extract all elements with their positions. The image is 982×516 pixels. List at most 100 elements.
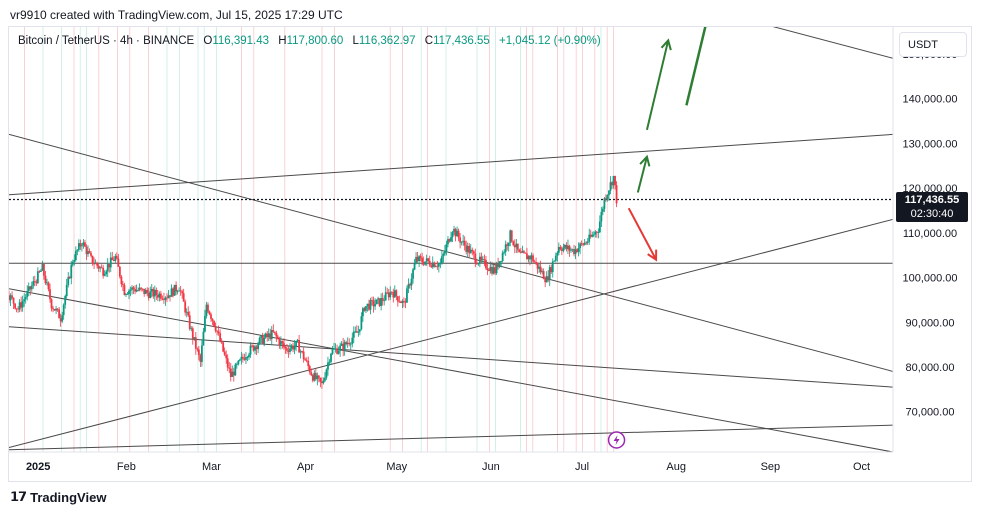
candle-body: [434, 266, 437, 268]
candle-body: [204, 316, 206, 332]
candle-body: [348, 342, 351, 345]
candle-body: [14, 303, 16, 309]
brand[interactable]: 𝟭𝟳 TradingView: [10, 489, 106, 505]
candle-body: [220, 341, 223, 343]
candle-body: [597, 232, 600, 233]
candle-body: [46, 282, 48, 284]
candle-body: [601, 208, 604, 212]
candle-body: [539, 266, 542, 273]
candle-body: [389, 291, 392, 298]
candle-body: [182, 293, 185, 302]
candle-body: [521, 251, 524, 253]
candle-body: [41, 264, 44, 271]
candle-body: [210, 314, 212, 319]
candle-body: [533, 261, 536, 263]
candle-body: [469, 249, 472, 254]
candle-body: [278, 338, 281, 345]
candle-body: [26, 290, 29, 298]
candle-body: [44, 275, 47, 284]
candle-body: [349, 343, 352, 345]
candle-body: [263, 337, 266, 344]
candle-body: [138, 287, 141, 291]
lightning-bolt-glyph: [613, 435, 620, 445]
candle-body: [340, 343, 343, 346]
candle-body: [472, 251, 475, 254]
candle-body: [313, 372, 316, 381]
candle-body: [260, 335, 263, 338]
candle-body: [495, 263, 498, 274]
candle-body: [237, 360, 240, 365]
trend-line: [9, 326, 893, 388]
candle-body: [491, 266, 493, 274]
candle-body: [488, 269, 490, 271]
candle-body: [401, 300, 404, 304]
candle-body: [179, 290, 182, 292]
green-arrow-head: [639, 154, 651, 167]
candle-body: [246, 357, 249, 358]
candle-body: [114, 256, 117, 261]
y-tick-label: 70,000.00: [906, 407, 955, 419]
candle-body: [36, 271, 39, 284]
candle-body: [550, 267, 553, 273]
candle-body: [325, 369, 328, 378]
open-label: O: [203, 35, 213, 47]
candle-body: [603, 198, 606, 209]
low-label: L: [352, 35, 359, 47]
candle-body: [611, 182, 613, 186]
candle-body: [345, 342, 348, 345]
candle-body: [466, 245, 469, 252]
candle-body: [23, 299, 26, 302]
candle-body: [320, 381, 323, 384]
candle-body: [87, 251, 89, 255]
candle-body: [85, 246, 88, 255]
candle-body: [559, 247, 562, 250]
low-value: 116,362.97: [358, 35, 416, 47]
candle-body: [257, 344, 259, 350]
candle-body: [311, 375, 314, 381]
candle-body: [538, 266, 540, 269]
candle-body: [56, 308, 59, 310]
candle-body: [381, 298, 384, 301]
candle-body: [336, 348, 338, 354]
candle-body: [155, 289, 158, 295]
candle-body: [243, 358, 246, 360]
trend-line: [9, 288, 893, 452]
candle-body: [258, 337, 261, 345]
candle-body: [261, 335, 264, 344]
candle-body: [459, 237, 462, 243]
candle-body: [35, 281, 38, 284]
candle-body: [141, 288, 144, 290]
y-tick-label: 130,000.00: [902, 138, 957, 150]
candle-body: [512, 241, 515, 246]
candle-body: [500, 261, 503, 262]
candle-body: [70, 264, 73, 279]
candle-body: [451, 232, 454, 238]
trend-line: [772, 27, 893, 59]
candle-body: [193, 337, 196, 339]
currency-button[interactable]: USDT: [899, 32, 967, 57]
candle-body: [579, 243, 582, 249]
candle-body: [567, 245, 569, 250]
candle-body: [497, 263, 499, 268]
candle-body: [129, 289, 132, 291]
candle-body: [33, 281, 36, 283]
candle-body: [430, 265, 433, 268]
candle-body: [128, 290, 130, 295]
candle-body: [117, 258, 120, 267]
candle-body: [375, 299, 378, 305]
candle-body: [240, 356, 243, 360]
candle-body: [126, 294, 129, 295]
candle-body: [585, 242, 588, 244]
candle-body: [398, 301, 401, 303]
candle-body: [360, 316, 363, 330]
candle-body: [307, 360, 310, 367]
candle-body: [328, 361, 331, 363]
candle-body: [362, 308, 364, 317]
candle-body: [152, 288, 155, 297]
y-tick-label: 90,000.00: [906, 317, 955, 329]
candle-body: [156, 294, 159, 298]
candle-body: [440, 256, 443, 264]
x-tick-label: 2025: [26, 461, 50, 473]
candle-body: [564, 244, 566, 248]
